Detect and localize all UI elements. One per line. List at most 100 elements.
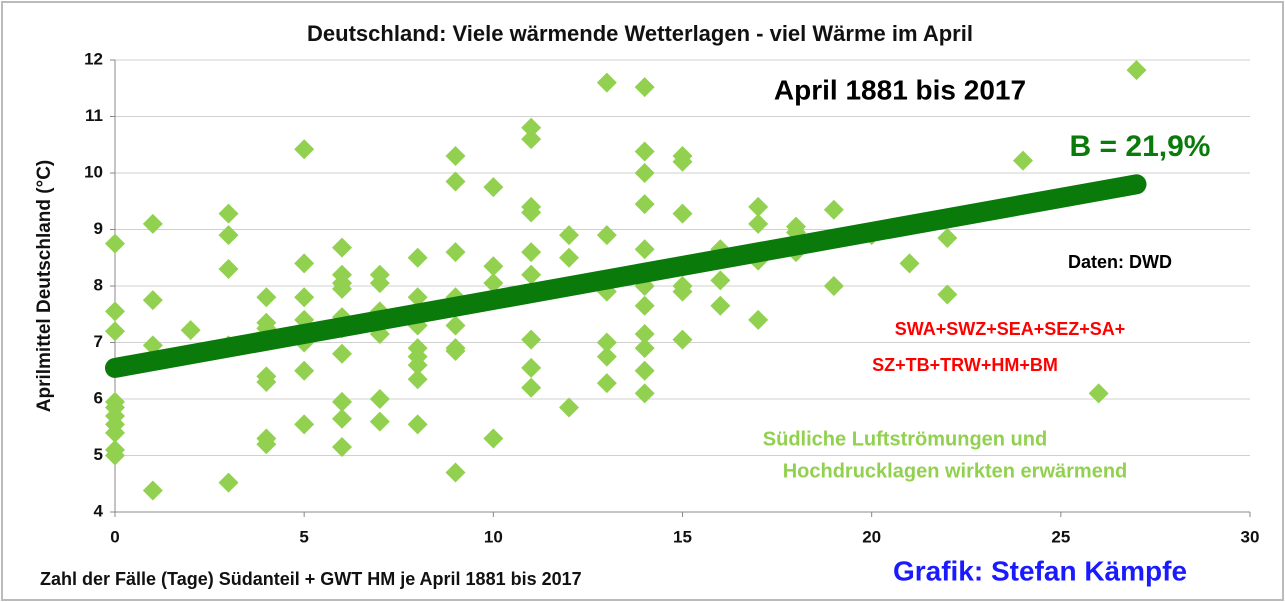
point: [634, 163, 655, 183]
y-tick-label: 4: [94, 501, 104, 520]
point: [521, 129, 542, 150]
annotation: SZ+TB+TRW+HM+BM: [872, 355, 1058, 375]
point: [483, 273, 504, 294]
point: [1013, 150, 1033, 171]
y-tick-label: 11: [85, 106, 103, 125]
point: [180, 320, 201, 341]
point: [634, 360, 655, 381]
point: [634, 324, 655, 345]
point: [105, 445, 125, 466]
point: [748, 213, 769, 234]
point: [748, 309, 769, 330]
point: [483, 256, 504, 277]
x-tick-label: 20: [862, 527, 881, 546]
y-tick-label: 7: [94, 332, 103, 351]
point: [369, 411, 390, 432]
point: [256, 287, 277, 308]
point: [672, 151, 693, 172]
point: [521, 329, 542, 350]
annotation: SWA+SWZ+SEA+SEZ+SA+: [895, 319, 1126, 339]
point: [596, 346, 617, 367]
point: [105, 422, 125, 443]
point: [710, 270, 731, 291]
annotation: B = 21,9%: [1070, 130, 1211, 163]
point: [559, 247, 579, 268]
point: [521, 357, 542, 378]
annotation: Grafik: Stefan Kämpfe: [893, 555, 1187, 586]
point: [1088, 383, 1109, 404]
point: [407, 355, 428, 376]
annotation: Daten: DWD: [1068, 252, 1172, 272]
point: [332, 343, 352, 364]
point: [105, 321, 125, 342]
point: [294, 253, 315, 274]
y-tick-label: 5: [94, 445, 103, 464]
point: [294, 287, 315, 308]
point: [710, 295, 731, 316]
point: [823, 276, 844, 296]
x-tick-label: 5: [299, 527, 308, 546]
point: [445, 462, 466, 483]
x-tick-label: 0: [110, 527, 119, 546]
point: [218, 225, 239, 246]
point: [142, 290, 163, 311]
point: [483, 177, 504, 198]
point: [672, 281, 693, 302]
point: [521, 264, 542, 285]
point: [521, 117, 542, 138]
y-tick-label: 12: [84, 49, 103, 68]
plot-area: 4 5 6 7 8 9 10 11 12 0 5 10 15 20 25 30: [84, 49, 1259, 546]
point: [294, 139, 315, 160]
point: [634, 338, 655, 359]
point: [332, 391, 352, 412]
point: [634, 383, 655, 404]
point: [672, 329, 693, 350]
point: [937, 227, 958, 248]
point: [407, 414, 428, 435]
point: [899, 253, 920, 274]
point: [937, 284, 958, 305]
point: [445, 171, 466, 192]
x-axis-label: Zahl der Fälle (Tage) Südanteil + GWT HM…: [40, 569, 582, 589]
point: [256, 434, 277, 455]
point: [294, 414, 315, 435]
point: [369, 389, 390, 409]
y-axis-label: Aprilmittel Deutschland (°C): [34, 160, 55, 413]
annotation: Hochdrucklagen wirkten erwärmend: [783, 460, 1128, 482]
point: [483, 428, 504, 449]
point: [559, 397, 579, 418]
point: [634, 295, 655, 316]
point: [634, 194, 655, 215]
point: [559, 225, 579, 246]
point: [596, 332, 617, 353]
point: [445, 146, 466, 167]
point: [256, 372, 277, 393]
trend-line: [105, 174, 1147, 378]
point: [407, 287, 428, 308]
point: [634, 239, 655, 260]
point: [521, 202, 542, 223]
point: [294, 360, 315, 381]
point: [407, 247, 428, 268]
chart-title: Deutschland: Viele wärmende Wetterlagen …: [307, 21, 973, 46]
point: [407, 369, 428, 390]
point: [634, 141, 655, 162]
point: [142, 480, 163, 501]
point: [445, 315, 466, 336]
x-tick-label: 15: [673, 527, 692, 546]
point: [445, 242, 466, 263]
point: [332, 278, 352, 299]
point: [332, 408, 352, 429]
point: [823, 199, 844, 220]
point: [218, 472, 239, 493]
point: [521, 242, 542, 263]
point: [672, 203, 693, 224]
annotation: Südliche Luftströmungen und: [763, 428, 1047, 450]
point: [142, 213, 163, 234]
point: [105, 301, 125, 322]
point: [105, 233, 125, 254]
annotation: April 1881 bis 2017: [774, 74, 1026, 105]
point: [634, 77, 655, 98]
point: [445, 340, 466, 361]
